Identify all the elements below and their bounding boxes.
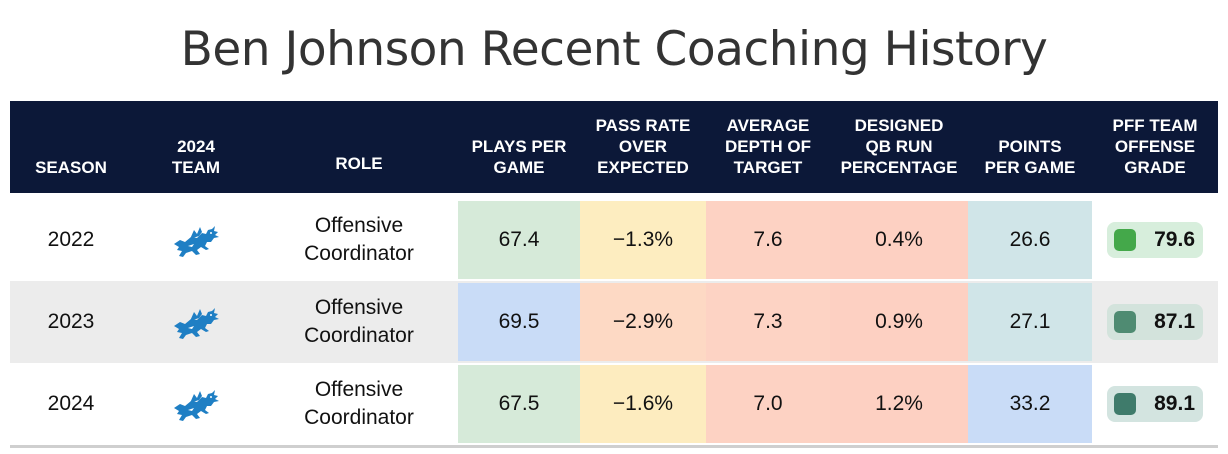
header-average-depth-of-target: AVERAGE DEPTH OF TARGET [725, 116, 811, 177]
season-cell: 2024 [10, 363, 132, 445]
team-logo-cell [132, 281, 260, 363]
role-cell: Offensive Coordinator [260, 363, 458, 445]
table-row: 2023 Offensive Coordinator 69.5 −2.9% 7.… [10, 281, 1218, 363]
grade-badge: 87.1 [1107, 304, 1203, 340]
plays-per-game-cell: 69.5 [458, 283, 580, 361]
plays-per-game-cell: 67.4 [458, 201, 580, 279]
role-value: Offensive Coordinator [304, 378, 414, 429]
grade-color-swatch [1114, 311, 1136, 333]
table-row: 2024 Offensive Coordinator 67.5 −1.6% 7.… [10, 363, 1218, 445]
season-cell: 2022 [10, 199, 132, 281]
page-title: Ben Johnson Recent Coaching History [180, 22, 1048, 77]
pass-rate-over-expected-value: −1.3% [612, 228, 674, 251]
designed-qb-run-percentage-value: 1.2% [875, 392, 923, 415]
designed-qb-run-percentage-cell: 0.9% [830, 283, 968, 361]
season-value: 2023 [47, 310, 95, 333]
points-per-game-value: 27.1 [1009, 310, 1051, 333]
average-depth-of-target-cell: 7.3 [706, 283, 830, 361]
designed-qb-run-percentage-value: 0.9% [875, 310, 923, 333]
header-season: SEASON [35, 158, 107, 177]
season-cell: 2023 [10, 281, 132, 363]
plays-per-game-value: 67.5 [498, 392, 540, 415]
average-depth-of-target-cell: 7.6 [706, 201, 830, 279]
header-pff-team-offense-grade: PFF TEAM OFFENSE GRADE [1112, 116, 1198, 177]
table-row: 2022 Offensive Coordinator 67.4 −1.3% 7.… [10, 199, 1218, 281]
pff-grade-cell: 79.6 [1092, 199, 1218, 281]
grade-color-swatch [1114, 393, 1136, 415]
pff-grade-cell: 89.1 [1092, 363, 1218, 445]
header-team: 2024 TEAM [171, 137, 221, 177]
points-per-game-cell: 33.2 [968, 365, 1092, 443]
points-per-game-value: 33.2 [1009, 392, 1051, 415]
plays-per-game-value: 69.5 [498, 310, 540, 333]
plays-per-game-cell: 67.5 [458, 365, 580, 443]
season-value: 2024 [47, 392, 95, 415]
lions-logo-icon [170, 384, 222, 424]
header-plays-per-game: PLAYS PER GAME [471, 137, 567, 177]
average-depth-of-target-cell: 7.0 [706, 365, 830, 443]
points-per-game-cell: 27.1 [968, 283, 1092, 361]
header-points-per-game: POINTS PER GAME [984, 137, 1076, 177]
pff-grade-value: 79.6 [1154, 228, 1195, 251]
grade-color-swatch [1114, 229, 1136, 251]
role-cell: Offensive Coordinator [260, 281, 458, 363]
role-cell: Offensive Coordinator [260, 199, 458, 281]
designed-qb-run-percentage-cell: 0.4% [830, 201, 968, 279]
designed-qb-run-percentage-cell: 1.2% [830, 365, 968, 443]
grade-badge: 89.1 [1107, 386, 1203, 422]
pass-rate-over-expected-cell: −1.6% [580, 365, 706, 443]
header-role: ROLE [335, 154, 383, 173]
grade-badge: 79.6 [1107, 222, 1203, 258]
designed-qb-run-percentage-value: 0.4% [875, 228, 923, 251]
team-logo-cell [132, 199, 260, 281]
pass-rate-over-expected-value: −2.9% [612, 310, 674, 333]
header-pass-rate-over-expected: PASS RATE OVER EXPECTED [595, 116, 691, 177]
lions-logo-icon [170, 220, 222, 260]
average-depth-of-target-value: 7.6 [753, 228, 783, 251]
coaching-history-table: SEASON 2024 TEAM ROLE PLAYS PER GAME PAS… [10, 101, 1218, 448]
lions-logo-icon [170, 302, 222, 342]
pff-grade-value: 87.1 [1154, 310, 1195, 333]
plays-per-game-value: 67.4 [498, 228, 540, 251]
pff-grade-cell: 87.1 [1092, 281, 1218, 363]
pass-rate-over-expected-cell: −1.3% [580, 201, 706, 279]
team-logo-cell [132, 363, 260, 445]
average-depth-of-target-value: 7.0 [753, 392, 783, 415]
average-depth-of-target-value: 7.3 [753, 310, 783, 333]
pff-grade-value: 89.1 [1154, 392, 1195, 415]
header-designed-qb-run-percentage: DESIGNED QB RUN PERCENTAGE [840, 116, 958, 177]
points-per-game-cell: 26.6 [968, 201, 1092, 279]
table-header: SEASON 2024 TEAM ROLE PLAYS PER GAME PAS… [10, 101, 1218, 193]
role-value: Offensive Coordinator [304, 296, 414, 347]
table-bottom-border [10, 445, 1218, 448]
season-value: 2022 [47, 228, 95, 251]
pass-rate-over-expected-value: −1.6% [612, 392, 674, 415]
pass-rate-over-expected-cell: −2.9% [580, 283, 706, 361]
role-value: Offensive Coordinator [304, 214, 414, 265]
points-per-game-value: 26.6 [1009, 228, 1051, 251]
